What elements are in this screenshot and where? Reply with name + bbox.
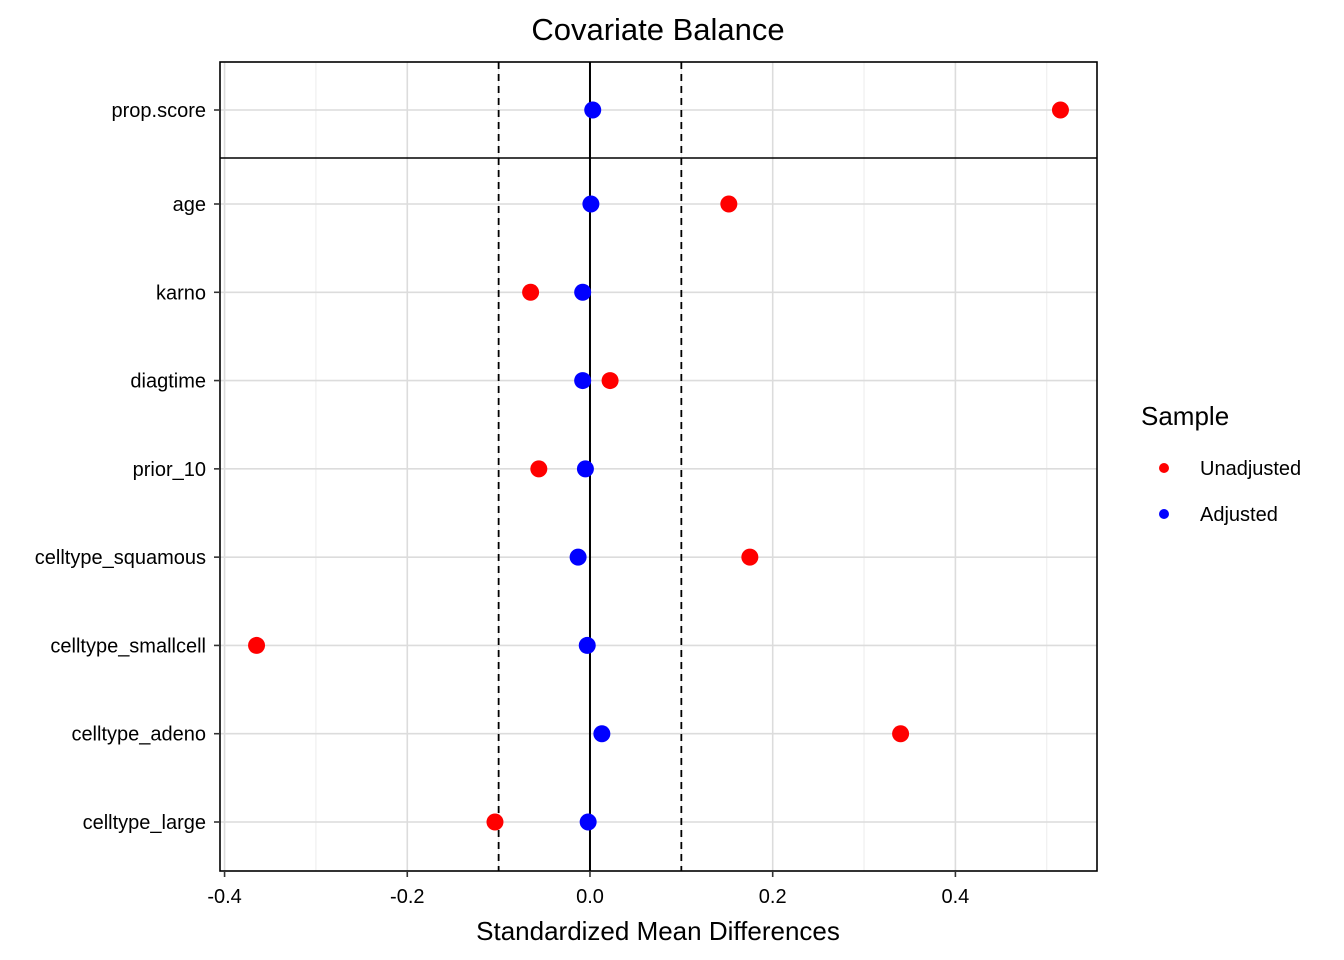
x-tick-label: -0.2 bbox=[390, 886, 424, 908]
x-tick-label: -0.4 bbox=[207, 886, 241, 908]
point-adjusted-karno bbox=[574, 283, 592, 301]
y-tick-label: prop.score bbox=[112, 100, 207, 122]
point-adjusted-celltype-squamous bbox=[569, 548, 587, 566]
point-unadjusted-age bbox=[720, 195, 738, 213]
point-adjusted-age bbox=[582, 195, 600, 213]
x-tick-label: 0.2 bbox=[759, 886, 787, 908]
point-unadjusted-celltype-large bbox=[486, 813, 504, 831]
point-unadjusted-prior-10 bbox=[530, 460, 548, 478]
point-adjusted-prior-10 bbox=[576, 460, 594, 478]
point-unadjusted-celltype-smallcell bbox=[248, 636, 266, 654]
x-axis-title: Standardized Mean Differences bbox=[476, 916, 840, 946]
plot-panel-border bbox=[219, 61, 1098, 872]
data-points bbox=[248, 101, 1069, 831]
grid bbox=[220, 62, 1097, 871]
point-unadjusted-celltype-adeno bbox=[892, 725, 910, 743]
y-axis: prop.score age karno diagtime prior_10cellty… bbox=[35, 100, 220, 834]
point-unadjusted-karno bbox=[522, 283, 540, 301]
point-unadjusted-diagtime bbox=[601, 372, 619, 390]
point-adjusted-prop-score bbox=[584, 101, 602, 119]
x-tick-label: 0.4 bbox=[941, 886, 969, 908]
chart-title: Covariate Balance bbox=[531, 12, 784, 47]
point-unadjusted-prop-score bbox=[1051, 101, 1069, 119]
point-adjusted-celltype-large bbox=[579, 813, 597, 831]
y-tick-label: diagtime bbox=[130, 371, 206, 393]
y-tick-label: age bbox=[173, 194, 206, 216]
point-adjusted-celltype-smallcell bbox=[578, 636, 596, 654]
x-axis: -0.4 -0.2 0.0 0.2 0.4 bbox=[207, 871, 969, 908]
y-tick-label: celltype_large bbox=[83, 812, 206, 834]
y-tick-label: prior_10 bbox=[133, 459, 206, 481]
y-tick-label: celltype_smallcell bbox=[50, 635, 206, 657]
legend-label-adjusted: Adjusted bbox=[1200, 504, 1278, 526]
y-tick-label: celltype_squamous bbox=[35, 547, 206, 569]
legend-key-adjusted bbox=[1159, 509, 1169, 519]
legend: Sample Unadjusted Adjusted bbox=[1141, 401, 1301, 526]
point-adjusted-celltype-adeno bbox=[593, 725, 611, 743]
y-tick-label: celltype_adeno bbox=[71, 724, 206, 746]
legend-label-unadjusted: Unadjusted bbox=[1200, 458, 1301, 480]
y-tick-label: karno bbox=[156, 282, 206, 304]
x-tick-label: 0.0 bbox=[576, 886, 604, 908]
point-adjusted-diagtime bbox=[574, 372, 592, 390]
legend-title: Sample bbox=[1141, 401, 1229, 431]
legend-key-unadjusted bbox=[1159, 463, 1169, 473]
point-unadjusted-celltype-squamous bbox=[741, 548, 759, 566]
